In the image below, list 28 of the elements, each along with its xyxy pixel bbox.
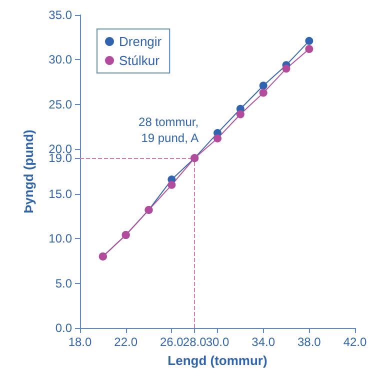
- point: [214, 134, 222, 142]
- y-tick-label: 0.0: [55, 321, 72, 335]
- y-tick-label: 5.0: [55, 276, 72, 290]
- x-tick-label: 30.0: [206, 335, 230, 349]
- legend-label: Drengir: [119, 34, 162, 49]
- y-tick-label: 35.0: [48, 8, 72, 22]
- y-tick-label: 10.0: [48, 232, 72, 246]
- x-tick-label: 18.0: [68, 335, 92, 349]
- x-tick-label: 38.0: [297, 335, 322, 349]
- y-tick-label: 30.0: [48, 52, 72, 67]
- x-tick-label: 28.0: [182, 335, 207, 349]
- x-tick-label: 42.0: [343, 335, 367, 349]
- point: [282, 64, 290, 73]
- point: [259, 82, 268, 90]
- x-axis-title: Lengd (tommur): [168, 353, 268, 368]
- x-tick-label: 26.0: [160, 335, 184, 349]
- point: [259, 88, 268, 97]
- legend-label: Stúlkur: [119, 53, 160, 68]
- point: [168, 180, 176, 189]
- point: [236, 110, 244, 118]
- point: [305, 44, 314, 53]
- x-tick-label: 22.0: [114, 335, 138, 349]
- point: [305, 36, 314, 45]
- y-axis-title: Þyngd (pund): [21, 130, 36, 214]
- x-tick-label: 34.0: [252, 335, 276, 349]
- y-tick-label: 25.0: [48, 97, 72, 112]
- annotation: 28 tommur, 19 pund, A: [138, 115, 199, 146]
- y-tick-label: 15.0: [48, 186, 72, 201]
